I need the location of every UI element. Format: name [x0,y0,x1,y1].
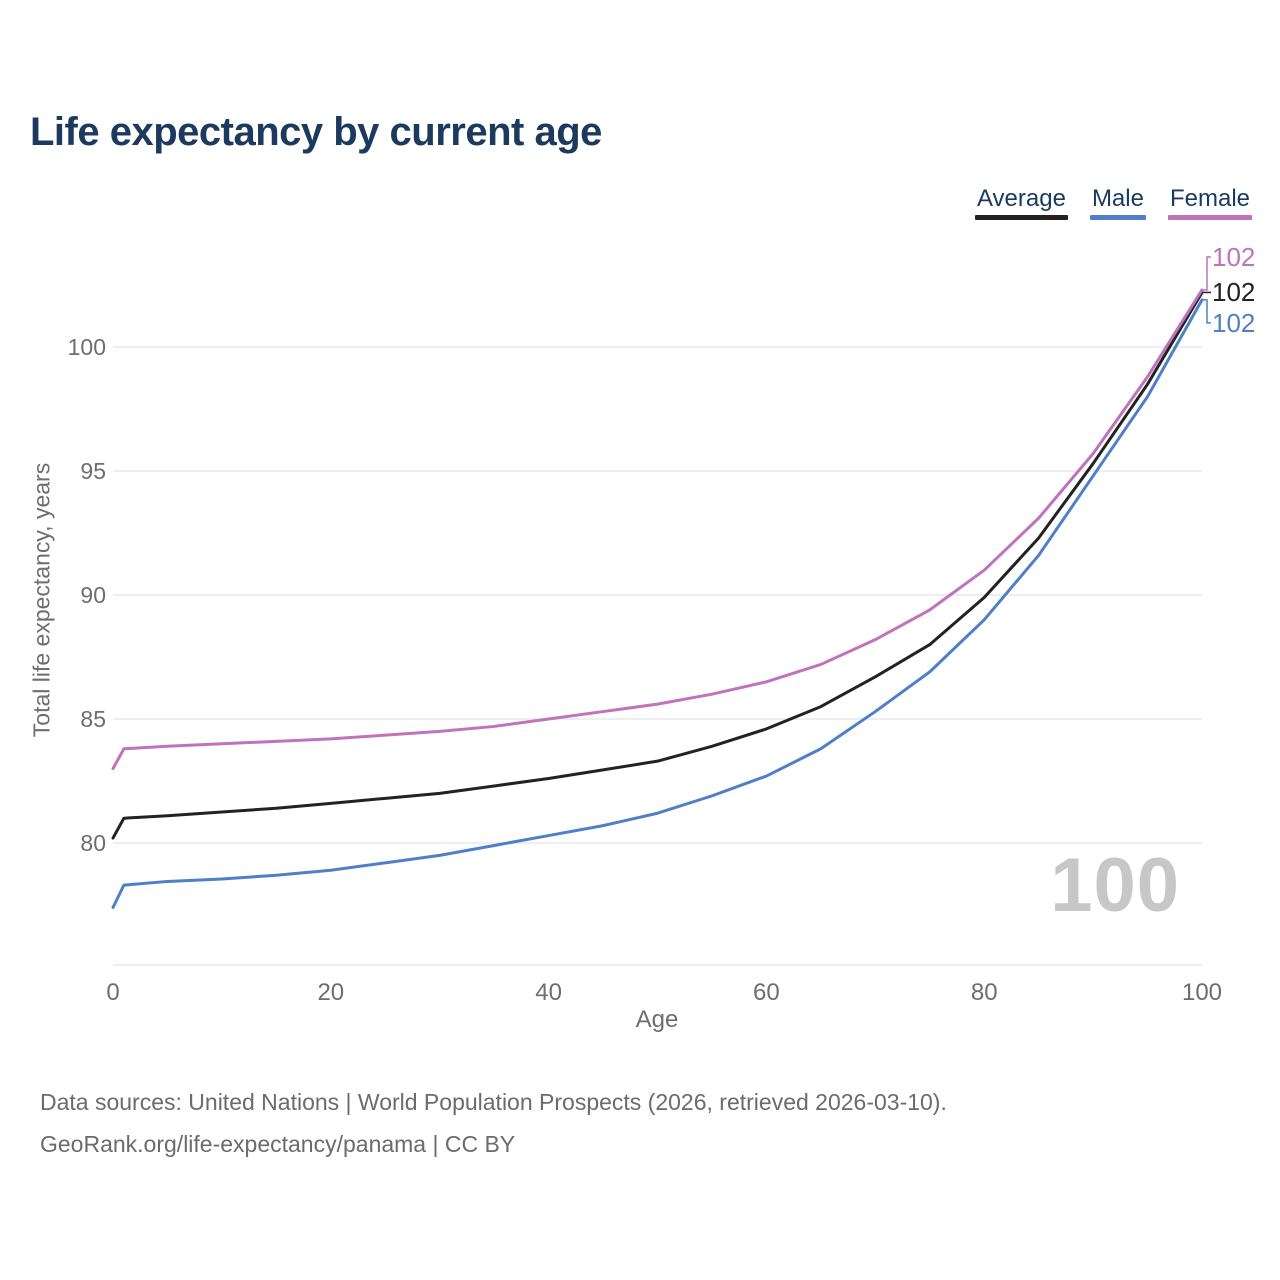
footer-attribution: GeoRank.org/life-expectancy/panama | CC … [40,1131,516,1157]
x-tick-label: 80 [971,979,998,1006]
legend-swatch-average [974,215,1068,220]
end-label-average: 102 [1212,277,1256,308]
legend-item-female[interactable]: Female [1167,185,1252,220]
end-connector [1203,299,1211,324]
y-tick-label: 90 [80,582,106,608]
watermark-age-counter: 100 [1050,843,1180,928]
y-axis-title: Total life expectancy, years [28,462,55,738]
y-tick-label: 95 [80,458,106,484]
y-tick-label: 80 [80,830,106,856]
legend-label-female: Female [1169,185,1250,212]
x-axis-title: Age [635,1006,679,1033]
footer-sources: Data sources: United Nations | World Pop… [40,1089,947,1115]
legend-swatch-female [1167,215,1252,220]
footer: Data sources: United Nations | World Pop… [40,1088,947,1172]
x-tick-label: 20 [317,979,344,1006]
end-connector [1203,256,1211,291]
end-label-female: 102 [1212,241,1256,272]
legend-label-male: Male [1091,185,1144,212]
x-tick-label: 0 [106,979,119,1006]
x-tick-label: 60 [753,979,780,1006]
legend-label-average: Average [976,185,1066,212]
page-title: Life expectancy by current age [30,110,602,154]
legend-item-average[interactable]: Average [974,185,1068,220]
legend-swatch-male [1089,215,1146,220]
y-tick-label: 85 [80,706,106,732]
end-label-male: 102 [1212,307,1256,338]
series-line-male[interactable] [111,298,1204,909]
series-line-average[interactable] [111,290,1204,840]
x-tick-label: 100 [1182,979,1222,1006]
legend: Average Male Female [974,185,1252,220]
series-line-female[interactable] [111,288,1204,771]
x-tick-label: 40 [535,979,562,1006]
legend-item-male[interactable]: Male [1089,185,1146,220]
y-tick-label: 100 [68,334,106,360]
